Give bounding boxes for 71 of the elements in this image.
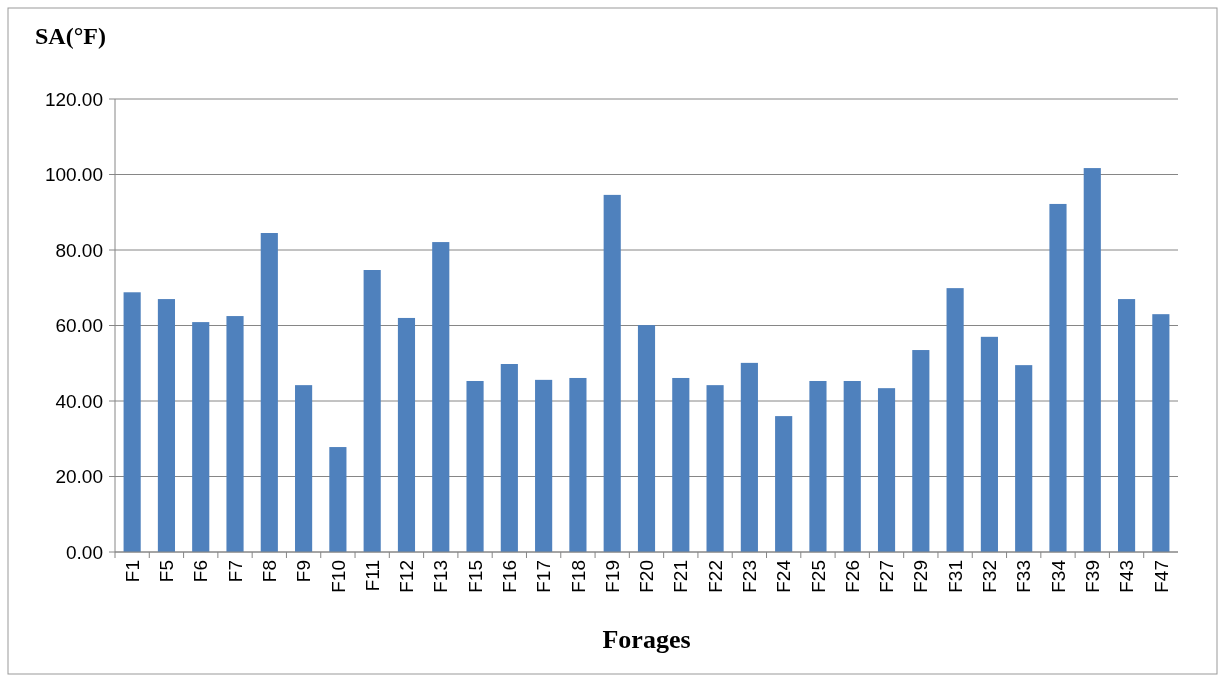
x-tick-label: F34 <box>1047 559 1069 593</box>
bar <box>603 194 621 552</box>
bar <box>740 362 758 552</box>
x-tick-label: F5 <box>156 560 178 583</box>
bar <box>295 385 313 552</box>
x-tick-label: F22 <box>704 560 726 593</box>
bar <box>1015 365 1033 552</box>
x-tick-label: F23 <box>739 560 761 593</box>
bar <box>1083 168 1101 552</box>
x-tick-label: F47 <box>1150 560 1172 593</box>
bar <box>397 317 416 552</box>
x-tick-label: F6 <box>190 560 212 583</box>
bar <box>877 388 896 552</box>
chart-title: SA(°F) <box>35 23 106 49</box>
bar <box>535 379 553 552</box>
x-tick-label: F8 <box>258 560 280 583</box>
x-tick-label: F43 <box>1116 560 1138 593</box>
y-tick-label: 0.00 <box>66 541 103 563</box>
y-tick-label: 40.00 <box>55 390 103 412</box>
x-tick-label: F33 <box>1013 560 1035 593</box>
x-tick-label: F16 <box>498 560 520 593</box>
bar <box>157 299 176 552</box>
bar <box>466 380 484 552</box>
x-tick-label: F32 <box>979 560 1001 593</box>
bar <box>569 377 587 552</box>
y-tick-label: 60.00 <box>55 315 103 337</box>
x-tick-label: F20 <box>636 560 658 593</box>
x-tick-label: F13 <box>430 560 452 593</box>
bar <box>912 350 930 552</box>
bar <box>1117 299 1136 552</box>
x-tick-label: F21 <box>670 560 692 593</box>
bar <box>946 288 964 552</box>
bar <box>329 447 347 552</box>
x-tick-label: F24 <box>773 559 795 593</box>
x-tick-label: F15 <box>464 560 486 593</box>
y-tick-label: 120.00 <box>44 88 103 110</box>
x-tick-label: F12 <box>396 560 418 593</box>
bar <box>672 377 690 552</box>
x-tick-label: F7 <box>224 560 246 583</box>
x-tick-label: F26 <box>841 560 863 593</box>
bar <box>1049 203 1067 552</box>
x-axis-title: Forages <box>602 625 691 654</box>
bar <box>980 336 998 552</box>
bar <box>260 233 278 552</box>
x-tick-label: F18 <box>567 560 589 593</box>
x-tick-label: F27 <box>876 560 898 593</box>
x-tick-label: F9 <box>293 560 315 583</box>
bar <box>226 316 244 552</box>
x-tick-label: F29 <box>910 560 932 593</box>
x-tick-label: F10 <box>327 560 349 593</box>
bar <box>637 325 656 552</box>
bar <box>775 416 793 552</box>
x-tick-label: F25 <box>807 560 829 593</box>
x-tick-label: F1 <box>121 560 143 583</box>
bar <box>432 242 450 552</box>
bar <box>123 292 141 552</box>
y-tick-label: 20.00 <box>55 466 103 488</box>
x-tick-label: F39 <box>1081 560 1103 593</box>
bar <box>843 380 861 552</box>
bar <box>363 270 381 552</box>
bar <box>192 322 210 552</box>
bar <box>1152 314 1170 552</box>
x-tick-label: F19 <box>601 560 623 593</box>
x-tick-label: F17 <box>533 560 555 593</box>
bar <box>706 385 724 552</box>
bar <box>809 380 827 552</box>
x-tick-label: F31 <box>944 560 966 593</box>
y-tick-label: 100.00 <box>44 164 103 186</box>
y-tick-label: 80.00 <box>55 239 103 261</box>
bar <box>500 364 518 552</box>
x-tick-label: F11 <box>361 560 383 592</box>
